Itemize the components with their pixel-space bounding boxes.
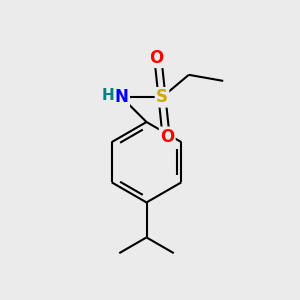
Text: N: N <box>115 88 129 106</box>
Text: S: S <box>156 88 168 106</box>
Text: O: O <box>160 128 174 146</box>
Text: H: H <box>102 88 115 103</box>
Text: O: O <box>150 49 164 67</box>
